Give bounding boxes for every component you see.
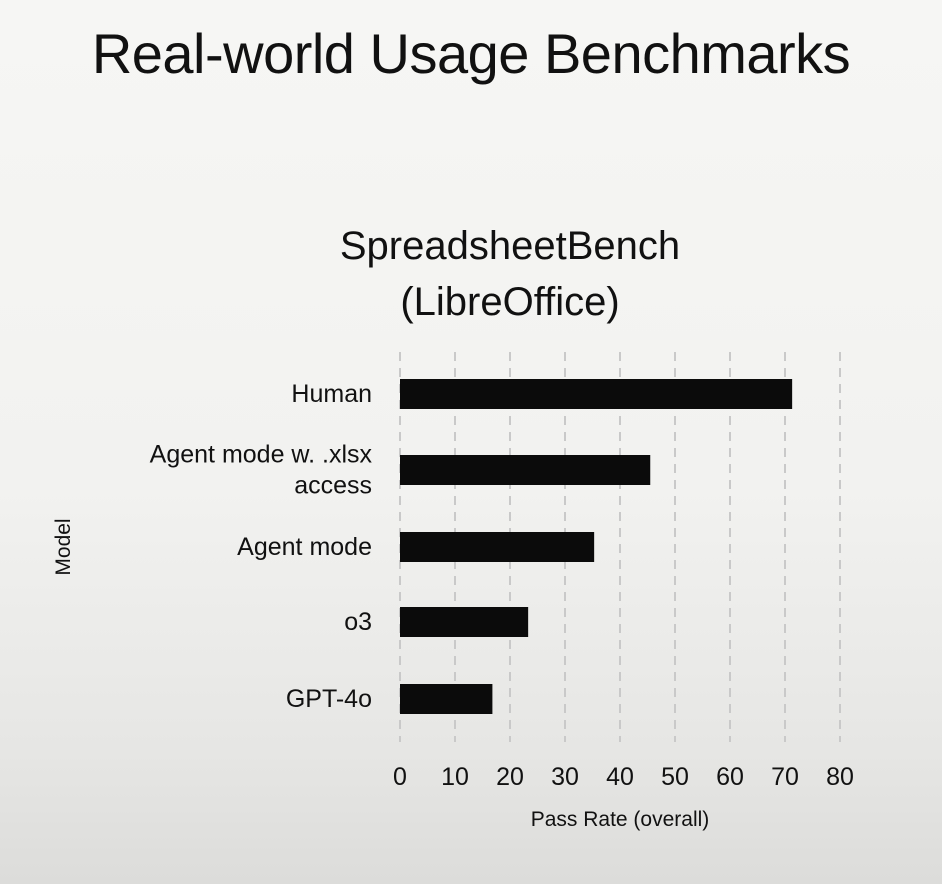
chart-title-line: SpreadsheetBench	[339, 224, 681, 268]
category-label: Human	[291, 380, 372, 408]
category-label: Agent mode w. .xlsx	[150, 441, 373, 469]
chart-title-line: (LibreOffice)	[400, 280, 620, 324]
bar	[400, 684, 493, 714]
bar	[400, 532, 595, 562]
x-tick-label: 70	[771, 763, 799, 791]
x-tick-label: 10	[441, 763, 469, 791]
slide-title: Real-world Usage Benchmarks	[91, 22, 851, 85]
x-tick-label: 0	[393, 763, 407, 791]
category-label: o3	[344, 608, 372, 636]
category-label: Agent mode	[237, 533, 372, 561]
bar	[400, 455, 651, 485]
x-tick-label: 50	[661, 763, 689, 791]
x-tick-label: 20	[496, 763, 524, 791]
bar	[400, 607, 529, 637]
x-tick-label: 60	[716, 763, 744, 791]
chart-title: SpreadsheetBench (LibreOffice)	[190, 218, 830, 330]
x-tick-label: 80	[826, 763, 854, 791]
x-axis-title: Pass Rate (overall)	[531, 808, 710, 831]
y-axis-title: Model	[52, 518, 75, 575]
bar	[400, 379, 793, 409]
category-label: access	[294, 472, 372, 500]
x-tick-label: 40	[606, 763, 634, 791]
category-label: GPT-4o	[286, 685, 372, 713]
x-tick-label: 30	[551, 763, 579, 791]
